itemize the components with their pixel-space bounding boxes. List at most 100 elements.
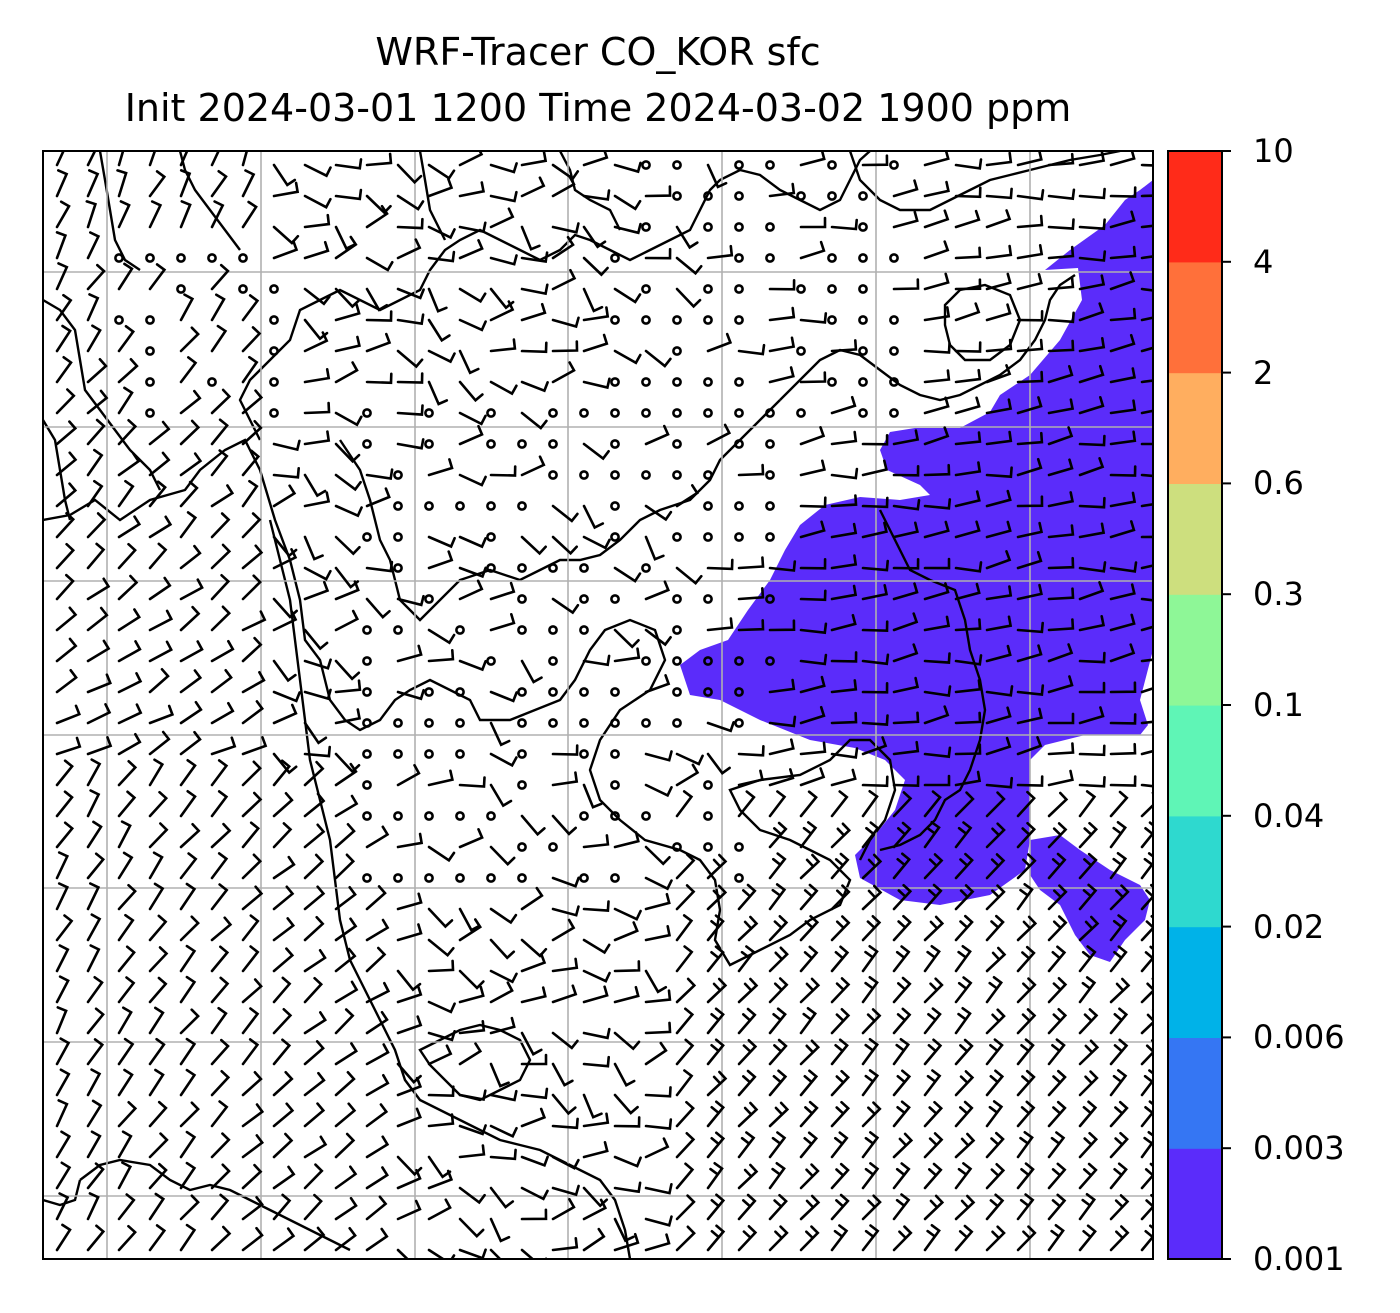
wind-barb: [985, 1069, 1005, 1097]
wind-barb: [210, 822, 232, 849]
wind-barb: [458, 566, 487, 579]
wind-barb: [644, 247, 672, 260]
calm-circle: [579, 408, 589, 418]
wind-barb: [551, 340, 579, 353]
wind-barb: [892, 582, 919, 601]
wind-barb: [675, 566, 703, 586]
wind-barb: [86, 1130, 102, 1159]
calm-circle: [579, 873, 589, 883]
wind-barb: [489, 338, 517, 353]
wind-barb: [489, 1089, 518, 1102]
wind-barb: [644, 580, 670, 601]
wind-barb: [551, 535, 578, 556]
wind-barb: [830, 977, 851, 1004]
wind-barb: [148, 542, 168, 570]
wind-barb: [272, 610, 298, 632]
wind-barb: [1047, 1162, 1067, 1190]
wind-barb: [458, 535, 487, 549]
wind-barb: [954, 582, 981, 601]
wind-barb: [551, 361, 576, 384]
wind-barb: [148, 1100, 168, 1128]
wind-barb: [1109, 1100, 1129, 1128]
wind-barb: [923, 1132, 944, 1159]
wind-barb: [489, 981, 514, 1004]
wind-barb: [179, 882, 197, 911]
wind-barb: [210, 293, 226, 322]
wind-barb: [582, 938, 611, 955]
wind-barb: [396, 892, 423, 911]
wind-barb: [551, 222, 580, 234]
wind-barb: [303, 213, 331, 229]
colorbar-segment: [1168, 594, 1222, 706]
wind-barb: [55, 542, 76, 570]
wind-barb: [1140, 597, 1153, 602]
wind-barb: [1078, 302, 1105, 322]
wind-barb: [334, 1196, 358, 1221]
wind-barb: [551, 905, 580, 917]
calm-circle: [734, 160, 744, 170]
calm-circle: [672, 625, 682, 635]
wind-barb: [1078, 187, 1106, 200]
wind-barb: [334, 473, 362, 492]
wind-barb: [582, 1055, 610, 1068]
wind-barb: [830, 884, 851, 911]
wind-barb: [241, 791, 263, 818]
calm-circle: [393, 501, 403, 511]
wind-barb: [241, 885, 264, 911]
wind-barb: [892, 852, 912, 880]
wind-barb: [923, 396, 950, 415]
wind-barb: [799, 977, 821, 1004]
wind-barb: [923, 1069, 942, 1097]
wind-barb: [1047, 339, 1075, 353]
wind-barb: [799, 1039, 821, 1066]
wind-barb: [1109, 583, 1136, 601]
wind-barb: [1140, 625, 1153, 632]
wind-barb: [768, 715, 797, 728]
wind-barb: [55, 669, 78, 694]
wind-barb: [613, 985, 640, 1004]
wind-barb: [427, 318, 451, 343]
calm-circle: [393, 811, 403, 821]
wind-barb: [1078, 651, 1106, 664]
wind-barb: [954, 618, 982, 632]
wind-barb: [427, 458, 454, 477]
wind-barb: [1109, 1194, 1130, 1221]
wind-barb: [1016, 495, 1044, 508]
wind-barb: [241, 760, 262, 787]
wind-barb: [179, 151, 189, 167]
wind-barb: [458, 411, 487, 426]
wind-barb: [644, 876, 673, 891]
wind-barb: [706, 1100, 726, 1128]
wind-barb: [427, 535, 456, 549]
wind-barb: [613, 921, 639, 942]
wind-barb: [148, 1224, 167, 1252]
wind-barb: [1016, 310, 1044, 322]
wind-barb: [148, 480, 167, 508]
wind-barb: [1140, 316, 1153, 322]
wind-barb: [272, 792, 294, 818]
wind-barb: [985, 736, 1012, 756]
wind-barb: [985, 187, 1013, 200]
calm-circle: [486, 656, 496, 666]
wind-barb: [55, 1192, 70, 1221]
wind-barb: [1047, 398, 1075, 415]
calm-circle: [610, 501, 620, 511]
calm-circle: [641, 718, 651, 728]
wind-barb: [1047, 426, 1074, 446]
wind-barb: [1109, 821, 1128, 849]
calm-circle: [703, 222, 713, 232]
wind-barb: [706, 423, 732, 446]
wind-barb: [334, 708, 362, 725]
wind-barb: [55, 573, 75, 601]
wind-barb: [427, 1113, 455, 1128]
calm-circle: [672, 160, 682, 170]
wind-barb: [396, 1015, 423, 1035]
wind-barb: [613, 287, 642, 304]
wind-barb: [1047, 458, 1074, 477]
wind-barb: [117, 574, 139, 601]
wind-barb: [86, 976, 104, 1004]
wind-barb: [675, 977, 697, 1004]
wind-barb: [179, 452, 203, 477]
wind-barb: [861, 459, 888, 477]
wind-barb: [365, 1166, 389, 1190]
